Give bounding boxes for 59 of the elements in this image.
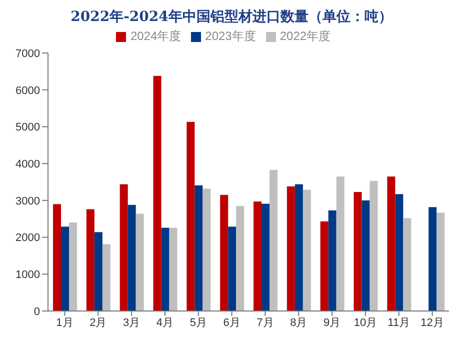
bar (286, 186, 295, 311)
y-tick-label: 6000 (16, 84, 40, 97)
bar (228, 226, 236, 311)
bar (328, 210, 336, 311)
bar (336, 176, 344, 311)
bar (61, 226, 70, 311)
bar (202, 188, 211, 311)
legend-label: 2024年度 (130, 29, 182, 43)
x-tick-label: 10月 (354, 316, 378, 329)
bar (302, 190, 311, 311)
y-tick-label: 3000 (16, 195, 40, 208)
y-tick-label: 4000 (16, 158, 40, 170)
bar (94, 232, 102, 311)
x-tick-label: 11月 (388, 316, 410, 329)
y-tick-label: 7000 (16, 48, 40, 60)
bar (262, 204, 270, 311)
bar (436, 212, 445, 311)
bar (53, 204, 62, 311)
bar (69, 222, 78, 311)
bar (220, 194, 228, 311)
bar (186, 122, 195, 311)
bar (128, 204, 136, 311)
x-tick-label: 5月 (190, 316, 207, 329)
bar (354, 192, 362, 311)
bar (102, 244, 110, 311)
bar (254, 202, 262, 311)
bar (270, 170, 278, 311)
bar (294, 184, 303, 311)
x-tick-label: 12月 (420, 316, 444, 329)
bar (194, 185, 203, 311)
x-tick-label: 3月 (122, 316, 140, 329)
y-tick-label: 5000 (16, 122, 40, 134)
legend-label: 2022年度 (280, 29, 331, 43)
bar (370, 180, 378, 311)
bar (320, 221, 328, 311)
y-tick-label: 0 (34, 306, 40, 318)
x-tick-label: 8月 (290, 316, 308, 329)
bar (169, 228, 178, 311)
y-tick-label: 1000 (16, 269, 40, 282)
chart-title: 2022年-2024年中国铝型材进口数量（单位：吨） (70, 8, 394, 26)
bar (428, 207, 437, 311)
x-tick-label: 4月 (156, 316, 174, 329)
bar (120, 184, 128, 311)
x-tick-label: 9月 (323, 316, 341, 329)
bar (403, 218, 412, 311)
bar (153, 76, 162, 311)
x-tick-label: 6月 (223, 316, 240, 329)
y-tick-label: 2000 (16, 232, 40, 244)
bar (86, 209, 94, 311)
bar (236, 206, 244, 311)
bar (362, 200, 370, 311)
bar (387, 176, 396, 311)
bar (136, 214, 144, 311)
x-tick-label: 7月 (256, 316, 274, 329)
bar (395, 194, 404, 311)
bar (161, 228, 170, 311)
legend-label: 2023年度 (205, 29, 256, 43)
x-tick-label: 1月 (56, 316, 74, 329)
x-tick-label: 2月 (90, 316, 107, 329)
